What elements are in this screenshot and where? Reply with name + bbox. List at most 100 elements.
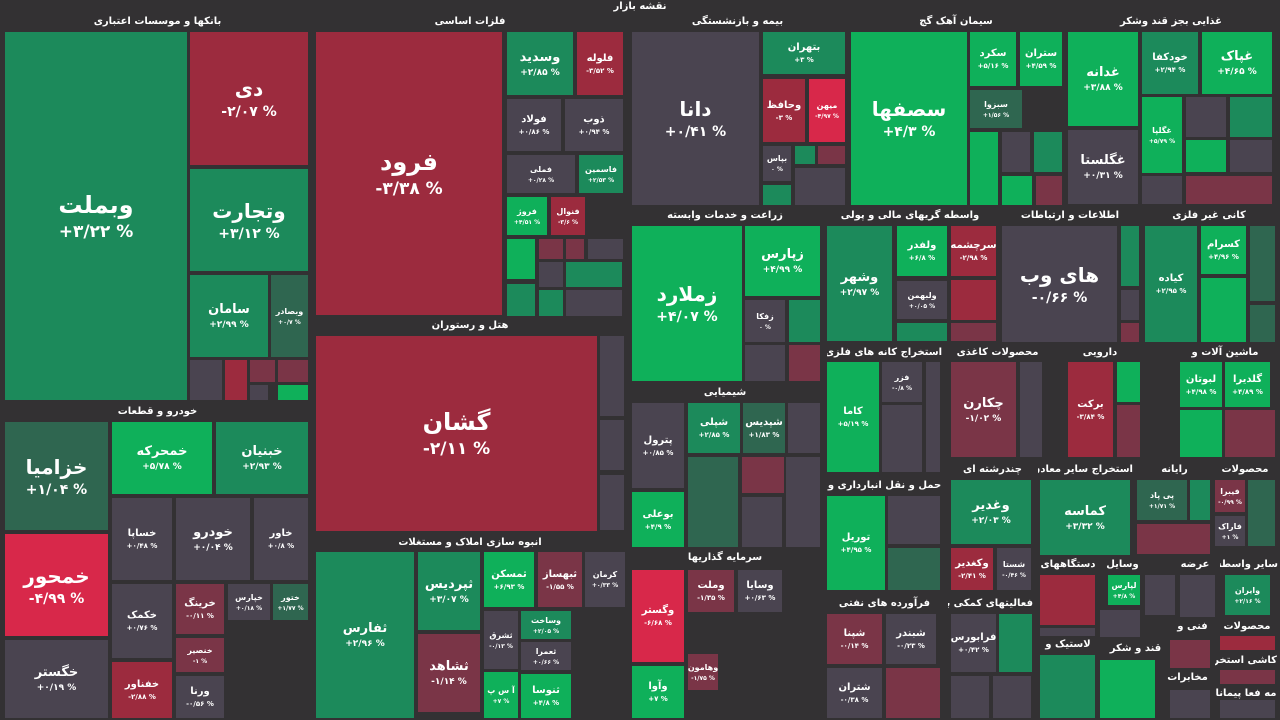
stock-tile-unlabeled[interactable]: [539, 239, 563, 259]
stock-tile-unlabeled[interactable]: [250, 360, 275, 382]
stock-tile[interactable]: شپلی +۲/۸۵ %: [688, 403, 740, 453]
stock-tile[interactable]: غگلپا +۵/۷۹ %: [1142, 97, 1182, 173]
stock-tile[interactable]: آ س پ +۷ %: [484, 672, 518, 718]
stock-tile[interactable]: پی پاد +۱/۷۱ %: [1137, 480, 1187, 520]
stock-tile-unlabeled[interactable]: [789, 300, 820, 342]
stock-tile-unlabeled[interactable]: [1145, 575, 1175, 615]
stock-tile[interactable]: وساخت +۲/۰۵ %: [521, 611, 571, 639]
stock-tile[interactable]: لبوتان +۴/۹۸ %: [1180, 362, 1222, 407]
sector-header[interactable]: چندرشته ای: [963, 464, 1022, 475]
stock-tile[interactable]: غپاک +۴/۶۵ %: [1202, 32, 1272, 94]
sector-header[interactable]: انبوه سازی املاک و مستغلات: [398, 537, 542, 548]
stock-tile-unlabeled[interactable]: [1142, 176, 1182, 204]
stock-tile[interactable]: وشهر +۲/۹۷ %: [827, 226, 892, 341]
stock-tile[interactable]: های وب -۰/۶۶ %: [1002, 226, 1117, 342]
stock-tile-unlabeled[interactable]: [1248, 480, 1275, 546]
stock-tile[interactable]: غدانه +۳/۸۸ %: [1068, 32, 1138, 126]
stock-tile-unlabeled[interactable]: [1040, 575, 1095, 625]
stock-tile-unlabeled[interactable]: [789, 345, 820, 381]
stock-tile[interactable]: زملارد +۴/۰۷ %: [632, 226, 742, 381]
sector-header[interactable]: مه فعا پیمانا: [1215, 688, 1277, 699]
stock-tile-unlabeled[interactable]: [566, 262, 622, 287]
stock-tile[interactable]: کیاده +۲/۹۵ %: [1145, 226, 1197, 342]
stock-tile[interactable]: خمحور -۴/۹۹ %: [5, 534, 108, 636]
stock-tile-unlabeled[interactable]: [1230, 140, 1272, 172]
stock-tile[interactable]: شپدیس +۱/۸۳ %: [743, 403, 785, 453]
stock-tile[interactable]: فیبرا -۰/۹۹ %: [1215, 480, 1245, 512]
stock-tile[interactable]: خکمک +۰/۷۶ %: [112, 584, 172, 658]
stock-tile-unlabeled[interactable]: [882, 405, 922, 472]
stock-tile[interactable]: ثنوسا +۴/۸ %: [521, 674, 571, 718]
sector-header[interactable]: رایانه: [1161, 464, 1188, 475]
stock-tile-unlabeled[interactable]: [926, 362, 940, 472]
stock-tile[interactable]: توریل +۴/۹۵ %: [827, 496, 885, 590]
sector-header[interactable]: واسطه گریهای مالی و پولی: [840, 210, 980, 221]
stock-tile[interactable]: خرینگ -۰/۱۱ %: [176, 584, 224, 634]
stock-tile[interactable]: ولبهمن +۰/۰۵ %: [897, 281, 947, 319]
stock-tile-unlabeled[interactable]: [1190, 480, 1210, 520]
sector-header[interactable]: فلزات اساسی: [434, 16, 506, 27]
sector-header[interactable]: استخراج سایر معادن: [1038, 464, 1133, 475]
stock-tile[interactable]: پترول +۰/۸۵ %: [632, 403, 684, 488]
sector-header[interactable]: استخراج کانه های فلزی: [827, 347, 942, 358]
stock-tile-unlabeled[interactable]: [1121, 226, 1139, 286]
stock-tile[interactable]: برکت -۳/۸۴ %: [1068, 362, 1113, 457]
stock-tile-unlabeled[interactable]: [1186, 176, 1272, 204]
stock-tile[interactable]: سامان +۲/۹۹ %: [190, 275, 268, 357]
stock-tile[interactable]: دانا +۰/۴۱ %: [632, 32, 759, 205]
sector-header[interactable]: وسایل: [1106, 559, 1139, 570]
stock-tile[interactable]: ولفدر +۶/۸ %: [897, 226, 947, 276]
stock-tile-unlabeled[interactable]: [250, 385, 268, 400]
stock-tile[interactable]: خپارس +۰/۱۸ %: [228, 584, 270, 620]
stock-tile-unlabeled[interactable]: [742, 497, 782, 547]
stock-tile[interactable]: گشان -۲/۱۱ %: [316, 336, 597, 531]
stock-tile[interactable]: ختور +۱/۷۷ %: [273, 584, 308, 620]
sector-header[interactable]: ماشین آلات و: [1191, 347, 1259, 358]
stock-tile-unlabeled[interactable]: [1040, 655, 1095, 718]
stock-tile[interactable]: وحافظ -۳ %: [763, 79, 805, 142]
sector-header[interactable]: سرمایه گذاریها: [687, 552, 763, 563]
sector-header[interactable]: دستگاههای: [1040, 559, 1096, 570]
stock-tile-unlabeled[interactable]: [1201, 278, 1246, 342]
sector-header[interactable]: لاستیک و: [1045, 639, 1091, 650]
stock-tile[interactable]: بوعلی +۴/۹ %: [632, 492, 684, 547]
stock-tile-unlabeled[interactable]: [1220, 670, 1275, 684]
stock-tile-unlabeled[interactable]: [1100, 660, 1155, 718]
stock-tile[interactable]: وبصادر +۰/۷ %: [271, 275, 308, 357]
stock-tile-unlabeled[interactable]: [788, 403, 820, 453]
stock-tile[interactable]: فاراک +۱ %: [1215, 516, 1245, 546]
stock-tile[interactable]: وسایا +۰/۶۳ %: [738, 570, 782, 612]
stock-tile-unlabeled[interactable]: [786, 457, 820, 547]
stock-tile-unlabeled[interactable]: [897, 323, 947, 341]
stock-tile-unlabeled[interactable]: [278, 360, 308, 382]
stock-tile-unlabeled[interactable]: [1100, 610, 1140, 637]
stock-tile-unlabeled[interactable]: [1020, 362, 1042, 457]
stock-tile-unlabeled[interactable]: [970, 132, 998, 205]
stock-tile[interactable]: وملت -۱/۳۵ %: [688, 570, 734, 612]
stock-tile-unlabeled[interactable]: [507, 239, 535, 279]
stock-tile-unlabeled[interactable]: [539, 262, 563, 287]
sector-header[interactable]: فنی و: [1177, 621, 1208, 632]
stock-tile-unlabeled[interactable]: [1137, 524, 1210, 554]
stock-tile-unlabeled[interactable]: [1186, 140, 1226, 172]
stock-tile[interactable]: شتران -۰/۳۸ %: [827, 668, 882, 718]
stock-tile[interactable]: بپاس ۰ %: [763, 146, 791, 181]
stock-tile-unlabeled[interactable]: [951, 280, 996, 320]
stock-tile-unlabeled[interactable]: [1220, 700, 1275, 718]
sector-header[interactable]: محصولات کاغذی: [956, 347, 1039, 358]
stock-tile[interactable]: خنصیر -۱ %: [176, 638, 224, 672]
stock-tile-unlabeled[interactable]: [1250, 226, 1275, 301]
stock-tile[interactable]: وسدید +۲/۸۵ %: [507, 32, 573, 95]
stock-tile[interactable]: کاما +۵/۱۹ %: [827, 362, 879, 472]
stock-tile-unlabeled[interactable]: [763, 185, 791, 205]
stock-tile[interactable]: کسرام +۴/۹۶ %: [1201, 226, 1246, 274]
stock-tile[interactable]: شپنا -۰/۱۴ %: [827, 614, 882, 664]
stock-tile[interactable]: خفناور -۲/۸۸ %: [112, 662, 172, 718]
stock-tile[interactable]: ذوب +۰/۹۴ %: [565, 99, 623, 151]
stock-tile[interactable]: زفکا ۰ %: [745, 300, 785, 342]
sector-header[interactable]: کانی غیر فلزی: [1172, 210, 1246, 221]
stock-tile[interactable]: فلوله -۳/۵۲ %: [577, 32, 623, 95]
stock-tile-unlabeled[interactable]: [1034, 132, 1062, 172]
stock-tile-unlabeled[interactable]: [1121, 323, 1139, 342]
sector-header[interactable]: محصولات: [1223, 621, 1271, 632]
